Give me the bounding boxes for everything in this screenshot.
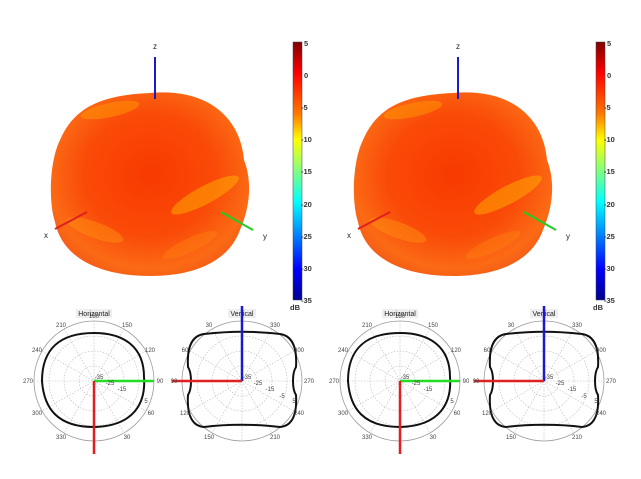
svg-text:210: 210 [362,323,373,329]
svg-text:150: 150 [122,323,133,329]
svg-text:-35: -35 [243,375,252,381]
colorbar-tick: -35 [604,296,615,305]
svg-text:-35: -35 [401,375,410,381]
svg-text:90: 90 [171,379,178,385]
colorbar-tick: 5 [304,39,308,48]
svg-text:150: 150 [506,435,517,441]
svg-text:240: 240 [596,411,607,417]
svg-text:180: 180 [89,314,100,320]
svg-text:-25: -25 [412,381,421,387]
colorbar-unit: dB [593,303,604,312]
axis-label-x: x [44,231,48,240]
svg-text:-5: -5 [279,394,285,400]
svg-text:240: 240 [32,348,43,354]
colorbar-tick: 5 [607,39,611,48]
colorbar-tick: 0 [304,71,308,80]
svg-text:210: 210 [572,435,583,441]
svg-text:60: 60 [484,348,491,354]
polar-vertical: Vertical 30 330 60 300 90 270 120 240 15… [171,306,315,442]
svg-text:-15: -15 [568,387,577,393]
polar-horizontal: Horizontal 180 150 120 90 60 30 330 300 … [23,309,164,454]
axis-label-y: y [566,232,570,241]
svg-text:30: 30 [206,323,213,329]
svg-text:-25: -25 [556,381,565,387]
svg-text:60: 60 [454,411,461,417]
polar-title: Horizontal [78,311,110,318]
svg-text:-15: -15 [266,387,275,393]
colorbar-tick: -5 [604,103,611,112]
colorbar-tick: -20 [301,200,312,209]
panel-left: z x y 5 0 -5 -10 -15 -20 -25 -30 -35 dB … [23,39,315,454]
svg-text:330: 330 [362,435,373,441]
svg-text:5: 5 [450,399,454,405]
axis-label-z: z [456,42,460,51]
svg-text:120: 120 [180,411,191,417]
svg-text:120: 120 [451,348,462,354]
axis-label-z: z [153,42,157,51]
svg-text:240: 240 [294,411,305,417]
svg-text:-25: -25 [106,381,115,387]
svg-text:30: 30 [508,323,515,329]
svg-text:90: 90 [473,379,480,385]
svg-text:-5: -5 [581,394,587,400]
svg-text:30: 30 [430,435,437,441]
svg-text:-35: -35 [545,375,554,381]
svg-text:60: 60 [148,411,155,417]
svg-text:150: 150 [428,323,439,329]
svg-text:210: 210 [270,435,281,441]
svg-text:90: 90 [463,379,470,385]
radiation-pattern-3d [49,56,254,277]
colorbar-tick: -15 [301,167,312,176]
svg-text:330: 330 [572,323,583,329]
svg-text:5: 5 [292,399,296,405]
radiation-pattern-3d [352,56,557,277]
svg-text:5: 5 [594,399,598,405]
svg-text:240: 240 [338,348,349,354]
svg-text:270: 270 [606,379,617,385]
svg-text:90: 90 [157,379,164,385]
colorbar-tick: -35 [301,296,312,305]
polar-vertical: Vertical 30 330 60 300 90 270 120 240 15… [473,306,617,442]
colorbar-tick: -25 [301,232,312,241]
svg-text:270: 270 [304,379,315,385]
svg-text:120: 120 [482,411,493,417]
svg-text:300: 300 [596,348,607,354]
svg-text:180: 180 [395,314,406,320]
svg-text:300: 300 [32,411,43,417]
svg-text:330: 330 [56,435,67,441]
colorbar: 5 0 -5 -10 -15 -20 -25 -30 -35 dB [593,39,615,312]
svg-text:5: 5 [144,399,148,405]
svg-text:-15: -15 [424,387,433,393]
axis-label-x: x [347,231,351,240]
panel-right: z x y 5 0 -5 -10 -15 -20 -25 -30 -35 dB … [329,39,617,454]
polar-horizontal: Horizontal 180 150 120 90 60 30 330 300 … [329,309,470,454]
colorbar-tick: -5 [301,103,308,112]
colorbar-tick: -20 [604,200,615,209]
svg-text:300: 300 [338,411,349,417]
colorbar-tick: -25 [604,232,615,241]
colorbar-tick: -30 [301,264,312,273]
colorbar-tick: -30 [604,264,615,273]
svg-text:-35: -35 [95,375,104,381]
polar-title: Horizontal [384,311,416,318]
colorbar-unit: dB [290,303,301,312]
svg-text:150: 150 [204,435,215,441]
svg-text:270: 270 [329,379,340,385]
axis-label-y: y [263,232,267,241]
svg-text:-15: -15 [118,387,127,393]
svg-text:300: 300 [294,348,305,354]
colorbar-tick: -10 [604,135,615,144]
svg-text:60: 60 [182,348,189,354]
colorbar: 5 0 -5 -10 -15 -20 -25 -30 -35 dB [290,39,312,312]
colorbar-tick: 0 [607,71,611,80]
svg-text:30: 30 [124,435,131,441]
colorbar-tick: -10 [301,135,312,144]
svg-text:210: 210 [56,323,67,329]
svg-text:330: 330 [270,323,281,329]
colorbar-tick: -15 [604,167,615,176]
svg-text:-25: -25 [254,381,263,387]
svg-text:270: 270 [23,379,34,385]
svg-text:120: 120 [145,348,156,354]
